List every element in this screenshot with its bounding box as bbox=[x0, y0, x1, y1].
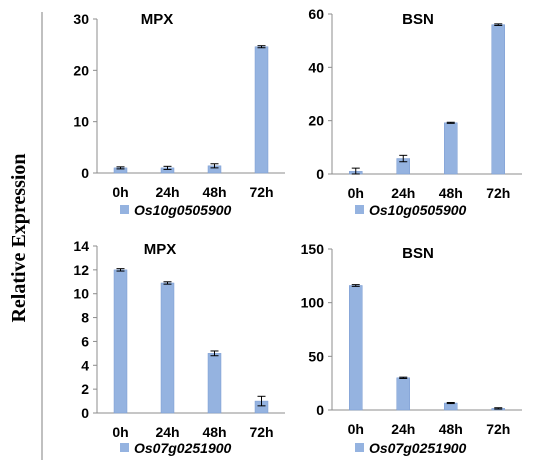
y-tick-label: 0 bbox=[81, 405, 89, 421]
x-tick-label: 0h bbox=[348, 185, 364, 201]
bar bbox=[113, 269, 128, 414]
x-tick-label: 0h bbox=[348, 421, 364, 437]
y-tick-label: 10 bbox=[73, 114, 89, 130]
y-tick-label: 100 bbox=[301, 295, 325, 311]
chart-title: BSN bbox=[402, 245, 434, 262]
chart-title: MPX bbox=[144, 241, 177, 258]
y-tick-label: 60 bbox=[308, 6, 324, 22]
y-axis-label: Relative Expression bbox=[8, 153, 30, 322]
x-tick-label: 72h bbox=[486, 421, 510, 437]
chart-title: MPX bbox=[141, 11, 174, 28]
bar bbox=[491, 24, 505, 175]
x-tick-label: 24h bbox=[391, 185, 415, 201]
y-tick-label: 50 bbox=[308, 348, 324, 364]
x-tick-label: 0h bbox=[112, 184, 128, 200]
y-tick-label: 40 bbox=[308, 59, 324, 75]
bar bbox=[207, 353, 222, 414]
chart-title: BSN bbox=[402, 11, 434, 28]
y-tick-label: 12 bbox=[73, 262, 89, 278]
legend-label: Os10g0505900 bbox=[369, 202, 467, 218]
y-tick-label: 8 bbox=[81, 310, 89, 326]
chart-panel-bottom-right: BSN 0 50 100 150 0h 24h 48h 72h Os07g0251900 bbox=[301, 241, 522, 456]
bar bbox=[444, 122, 458, 175]
bar bbox=[444, 402, 458, 411]
y-tick-label: 6 bbox=[81, 333, 89, 349]
y-tick-label: 150 bbox=[301, 241, 325, 257]
bar bbox=[254, 46, 269, 174]
legend-swatch bbox=[355, 205, 364, 214]
x-tick-label: 0h bbox=[112, 424, 128, 440]
legend-label: Os10g0505900 bbox=[134, 202, 232, 218]
legend-swatch bbox=[120, 443, 129, 452]
chart-panel-top-right: BSN 0 20 40 60 0h 24h 48h 72h Os10g0505900 bbox=[308, 6, 522, 218]
chart-panel-top-left: MPX 0 10 20 30 0h 24h 48h 72h Os10g0505900 bbox=[73, 11, 285, 218]
x-tick-label: 24h bbox=[155, 424, 179, 440]
x-tick-label: 48h bbox=[202, 184, 226, 200]
chart-panel-bottom-left: MPX 0 2 4 6 8 10 12 14 0h 24h 48h 72h Os07g0251900 bbox=[73, 238, 285, 456]
y-tick-label: 20 bbox=[308, 113, 324, 129]
y-tick-label: 14 bbox=[73, 238, 89, 254]
x-tick-label: 48h bbox=[439, 185, 463, 201]
legend-label: Os07g0251900 bbox=[369, 440, 467, 456]
legend-label: Os07g0251900 bbox=[134, 440, 232, 456]
bar bbox=[349, 285, 363, 411]
y-tick-label: 2 bbox=[81, 381, 89, 397]
legend-swatch bbox=[120, 205, 129, 214]
y-tick-label: 30 bbox=[73, 11, 89, 27]
y-tick-label: 10 bbox=[73, 286, 89, 302]
x-tick-label: 72h bbox=[486, 185, 510, 201]
y-tick-label: 0 bbox=[316, 166, 324, 182]
y-tick-label: 0 bbox=[316, 402, 324, 418]
bar bbox=[160, 282, 175, 414]
bar bbox=[396, 377, 410, 411]
x-tick-label: 72h bbox=[249, 424, 273, 440]
x-tick-label: 48h bbox=[202, 424, 226, 440]
x-tick-label: 24h bbox=[155, 184, 179, 200]
x-tick-label: 48h bbox=[439, 421, 463, 437]
y-tick-label: 20 bbox=[73, 62, 89, 78]
y-tick-label: 0 bbox=[81, 165, 89, 181]
x-tick-label: 72h bbox=[249, 184, 273, 200]
legend-swatch bbox=[355, 443, 364, 452]
y-tick-label: 4 bbox=[81, 357, 89, 373]
x-tick-label: 24h bbox=[391, 421, 415, 437]
